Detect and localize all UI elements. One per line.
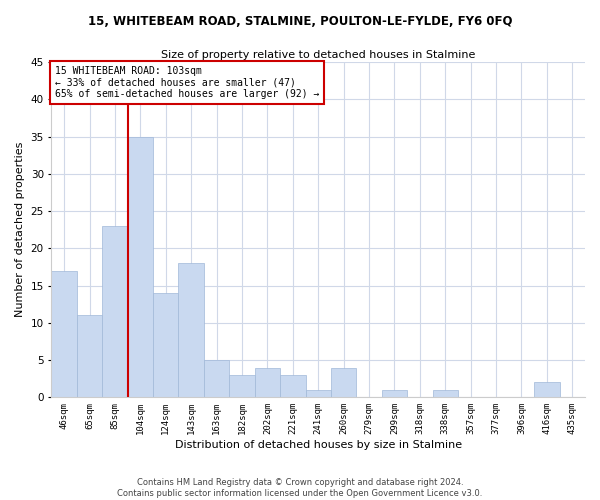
Bar: [52, 270, 77, 398]
Bar: [128, 136, 153, 398]
Text: 15 WHITEBEAM ROAD: 103sqm
← 33% of detached houses are smaller (47)
65% of semi-: 15 WHITEBEAM ROAD: 103sqm ← 33% of detac…: [55, 66, 320, 99]
X-axis label: Distribution of detached houses by size in Stalmine: Distribution of detached houses by size …: [175, 440, 462, 450]
Bar: [102, 226, 128, 398]
Bar: [534, 382, 560, 398]
Y-axis label: Number of detached properties: Number of detached properties: [15, 142, 25, 318]
Bar: [153, 293, 178, 398]
Bar: [255, 368, 280, 398]
Bar: [433, 390, 458, 398]
Text: 15, WHITEBEAM ROAD, STALMINE, POULTON-LE-FYLDE, FY6 0FQ: 15, WHITEBEAM ROAD, STALMINE, POULTON-LE…: [88, 15, 512, 28]
Text: Contains HM Land Registry data © Crown copyright and database right 2024.
Contai: Contains HM Land Registry data © Crown c…: [118, 478, 482, 498]
Bar: [204, 360, 229, 398]
Bar: [305, 390, 331, 398]
Bar: [229, 375, 255, 398]
Bar: [382, 390, 407, 398]
Bar: [280, 375, 305, 398]
Bar: [77, 316, 102, 398]
Bar: [178, 264, 204, 398]
Title: Size of property relative to detached houses in Stalmine: Size of property relative to detached ho…: [161, 50, 475, 60]
Bar: [331, 368, 356, 398]
